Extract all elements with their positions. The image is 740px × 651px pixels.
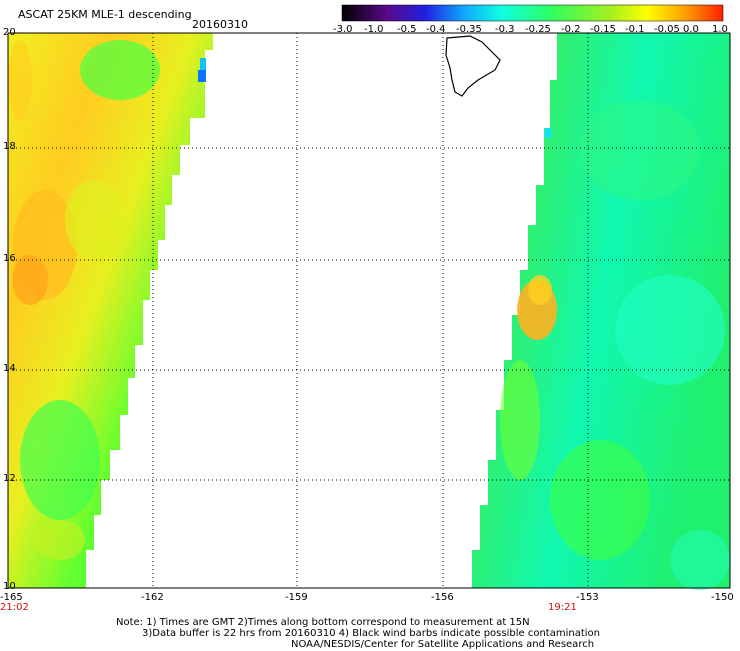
lon-label: -165	[0, 592, 23, 603]
colorbar-label: -0.1	[625, 24, 645, 35]
colorbar-label: -0.5	[397, 24, 417, 35]
time-label-right: 19:21	[548, 602, 577, 613]
colorbar-label: -0.3	[495, 24, 515, 35]
lat-label: 12	[3, 473, 16, 484]
map-frame	[7, 32, 731, 589]
lat-label: 14	[3, 363, 16, 374]
right-swath	[472, 33, 730, 590]
graticule	[8, 33, 730, 588]
colorbar-label: -1.0	[364, 24, 384, 35]
map-date: 20160310	[192, 18, 248, 31]
lon-label: -159	[285, 592, 308, 603]
lat-label: 10	[3, 581, 16, 592]
colorbar-ramp	[341, 4, 724, 22]
island-outline	[445, 35, 501, 97]
note-line-2: 3)Data buffer is 22 hrs from 20160310 4)…	[142, 628, 600, 639]
left-swath	[8, 33, 213, 588]
note-line-1: Note: 1) Times are GMT 2)Times along bot…	[116, 617, 530, 628]
colorbar-label: 0.0	[683, 24, 699, 35]
note-line-3: NOAA/NESDIS/Center for Satellite Applica…	[291, 639, 595, 650]
colorbar-label: -0.15	[590, 24, 616, 35]
time-label-left: 21:02	[0, 602, 29, 613]
colorbar-label: -0.4	[426, 24, 446, 35]
colorbar-label: -0.25	[525, 24, 551, 35]
lon-label: -156	[431, 592, 454, 603]
lon-label: -150	[711, 592, 734, 603]
map-title: ASCAT 25KM MLE-1 descending	[18, 8, 192, 21]
lat-label: 16	[3, 253, 16, 264]
colorbar-label: -3.0	[333, 24, 353, 35]
colorbar-label: -0.2	[561, 24, 581, 35]
lat-label: 18	[3, 141, 16, 152]
colorbar-label: -0.05	[654, 24, 680, 35]
colorbar-label: 1.0	[712, 24, 728, 35]
lat-label: 20	[3, 27, 16, 38]
colorbar-label: -0.35	[456, 24, 482, 35]
lon-label: -153	[576, 592, 599, 603]
lon-label: -162	[141, 592, 164, 603]
